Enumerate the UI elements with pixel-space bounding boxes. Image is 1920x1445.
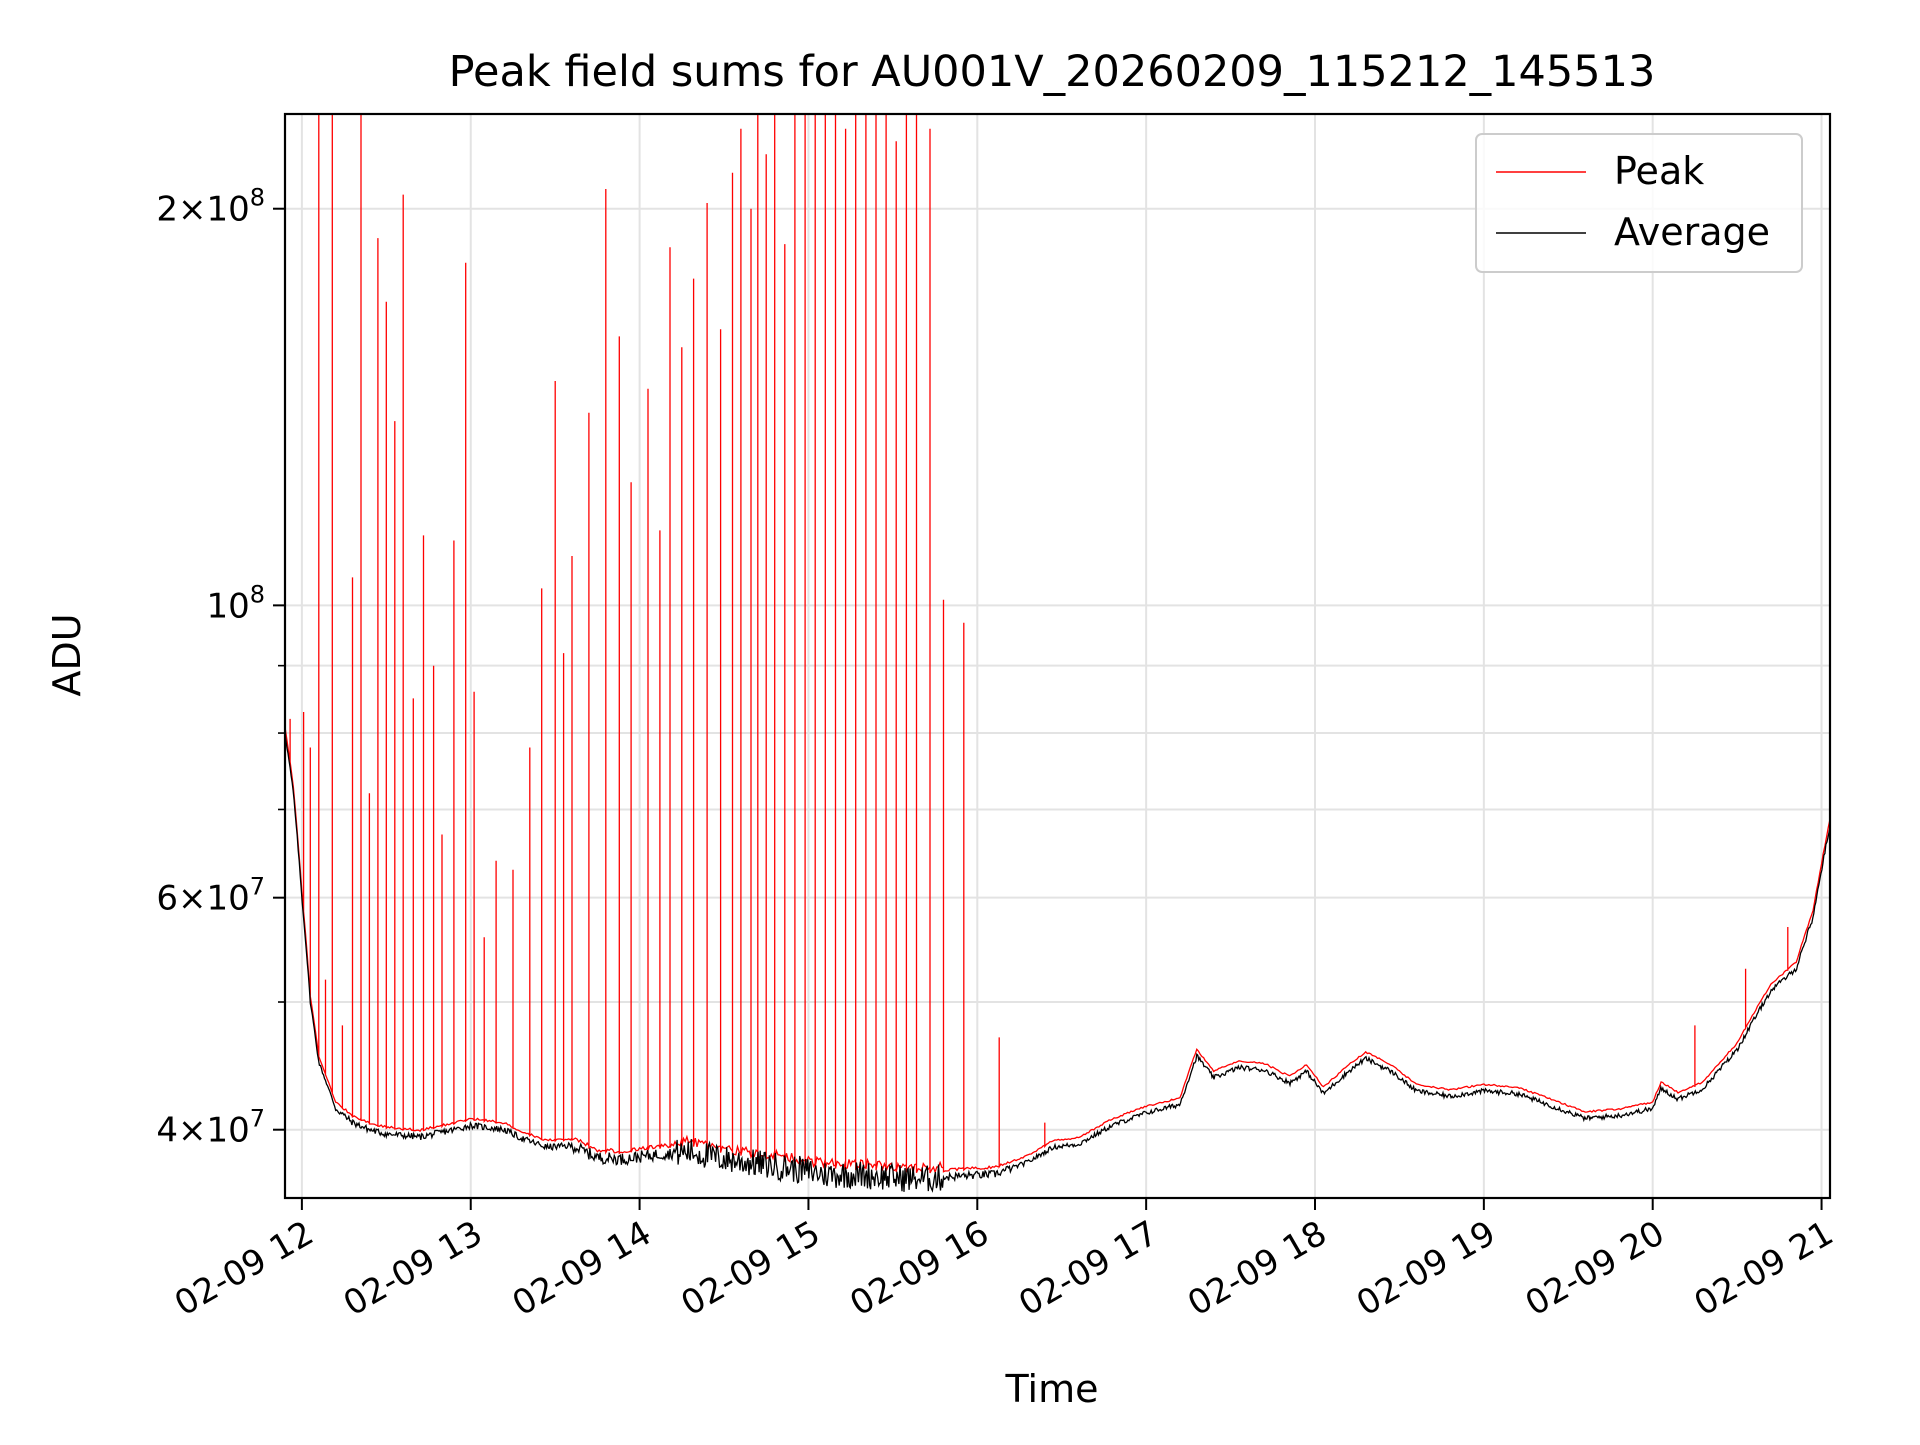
average-series-line (285, 733, 1830, 1193)
grid-lines (285, 114, 1830, 1198)
series-area (285, 114, 1830, 1193)
legend-peak-label: Peak (1614, 149, 1704, 193)
y-axis-label: ADU (45, 613, 89, 696)
legend: Peak Average (1475, 133, 1803, 273)
y-tick-label: 2×108 (156, 184, 265, 230)
legend-average-label: Average (1614, 210, 1770, 254)
y-tick-label: 4×107 (156, 1105, 265, 1151)
y-tick-label: 108 (206, 580, 265, 626)
legend-box (1475, 133, 1803, 273)
chart-title: Peak field sums for AU001V_20260209_1152… (449, 47, 1656, 97)
plot-frame (283, 112, 1832, 1200)
x-axis-label: Time (1005, 1367, 1099, 1411)
y-tick-label: 6×107 (156, 873, 265, 919)
